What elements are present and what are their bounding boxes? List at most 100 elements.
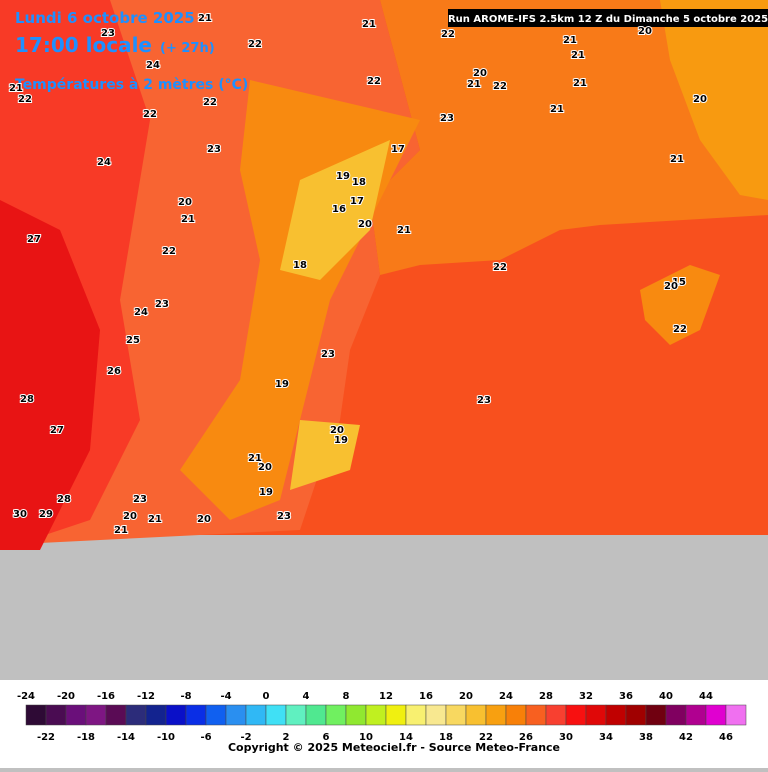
legend-tick-label: -6 (200, 732, 211, 743)
temp-label: 28 (57, 494, 71, 505)
date: Lundi 6 octobre 2025 (15, 9, 195, 27)
warm-zone (370, 0, 768, 275)
copyright: Copyright © 2025 Meteociel.fr - Source M… (228, 741, 560, 754)
temp-label: 19 (275, 379, 289, 390)
temp-label: 20 (197, 514, 211, 525)
lead: (+ 27h) (160, 41, 215, 56)
legend-box (85, 704, 107, 726)
relief-cooler (280, 140, 390, 280)
temp-label: 17 (350, 196, 364, 207)
temp-label: 21 (571, 50, 585, 61)
legend-tick-label: -12 (137, 691, 155, 702)
legend-tick-label: -22 (37, 732, 55, 743)
temp-label: 21 (114, 525, 128, 536)
temp-label: 21 (198, 13, 212, 24)
legend-box (325, 704, 347, 726)
legend-tick-label: 10 (359, 732, 373, 743)
island (640, 265, 720, 345)
hottest-zone (0, 200, 100, 550)
legend-box (285, 704, 307, 726)
temp-label: 21 (397, 225, 411, 236)
temp-label: 21 (362, 19, 376, 30)
temp-label: 17 (391, 144, 405, 155)
run-text: Run AROME-IFS 2.5km 12 Z du Dimanche 5 o… (448, 14, 768, 25)
legend-tick-label: 38 (639, 732, 653, 743)
legend-tick-label: -8 (180, 691, 191, 702)
legend-tick-label: 14 (399, 732, 413, 743)
legend-tick-label: -14 (117, 732, 135, 743)
legend-tick-label: 4 (303, 691, 310, 702)
legend-box (645, 704, 667, 726)
legend-tick-label: 22 (479, 732, 493, 743)
legend-box (445, 704, 467, 726)
temp-label: 24 (146, 60, 160, 71)
legend-box (525, 704, 547, 726)
legend-box (245, 704, 267, 726)
temp-label: 30 (13, 509, 27, 520)
legend-tick-label: -4 (220, 691, 231, 702)
warmer-zone (660, 0, 768, 200)
temp-label: 20 (123, 511, 137, 522)
temp-label: 15 (672, 277, 686, 288)
temp-label: 20 (258, 462, 272, 473)
temp-label: 23 (155, 299, 169, 310)
legend-tick-label: -20 (57, 691, 75, 702)
legend-tick-label: -2 (240, 732, 251, 743)
legend-box (125, 704, 147, 726)
legend-tick-label: 20 (459, 691, 473, 702)
temp-label: 21 (181, 214, 195, 225)
temp-label: 23 (101, 28, 115, 39)
legend-box (185, 704, 207, 726)
run-banner (448, 9, 768, 27)
legend-tick-label: 34 (599, 732, 613, 743)
legend-box (565, 704, 587, 726)
temp-label: 22 (18, 94, 32, 105)
legend-box (585, 704, 607, 726)
time: 17:00 locale (15, 33, 152, 57)
legend-box (605, 704, 627, 726)
temp-label: 24 (97, 157, 111, 168)
legend-tick-label: 0 (263, 691, 270, 702)
legend-box (225, 704, 247, 726)
legend-tick-label: 8 (343, 691, 350, 702)
temp-label: 20 (178, 197, 192, 208)
temp-label: 20 (358, 219, 372, 230)
legend-tick-label: 44 (699, 691, 713, 702)
temp-label: 21 (550, 104, 564, 115)
temp-label: 21 (563, 35, 577, 46)
temp-label: 22 (162, 246, 176, 257)
legend-box (685, 704, 707, 726)
legend-tick-label: 26 (519, 732, 533, 743)
legend-box (625, 704, 647, 726)
legend-box (205, 704, 227, 726)
temp-label: 27 (27, 234, 41, 245)
temp-label: 22 (441, 29, 455, 40)
temp-label: 22 (673, 324, 687, 335)
legend-box (545, 704, 567, 726)
legend-box (505, 704, 527, 726)
legend-box (425, 704, 447, 726)
legend-tick-label: 16 (419, 691, 433, 702)
legend-tick-label: 12 (379, 691, 393, 702)
temp-label: 16 (332, 204, 346, 215)
temp-label: 21 (573, 78, 587, 89)
legend-box (485, 704, 507, 726)
legend-tick-label: 46 (719, 732, 733, 743)
temp-label: 26 (107, 366, 121, 377)
legend-box (145, 704, 167, 726)
legend-box (705, 704, 727, 726)
temp-label: 28 (20, 394, 34, 405)
legend-tick-label: -24 (17, 691, 35, 702)
legend-tick-label: -18 (77, 732, 95, 743)
temp-label: 20 (693, 94, 707, 105)
temp-label: 20 (664, 281, 678, 292)
temp-label: 22 (493, 81, 507, 92)
temp-label: 24 (134, 307, 148, 318)
temp-label: 23 (207, 144, 221, 155)
legend-box (345, 704, 367, 726)
legend-box (405, 704, 427, 726)
legend-box (265, 704, 287, 726)
variable: Températures à 2 mètres (°C) (15, 77, 248, 93)
temp-label: 21 (9, 83, 23, 94)
